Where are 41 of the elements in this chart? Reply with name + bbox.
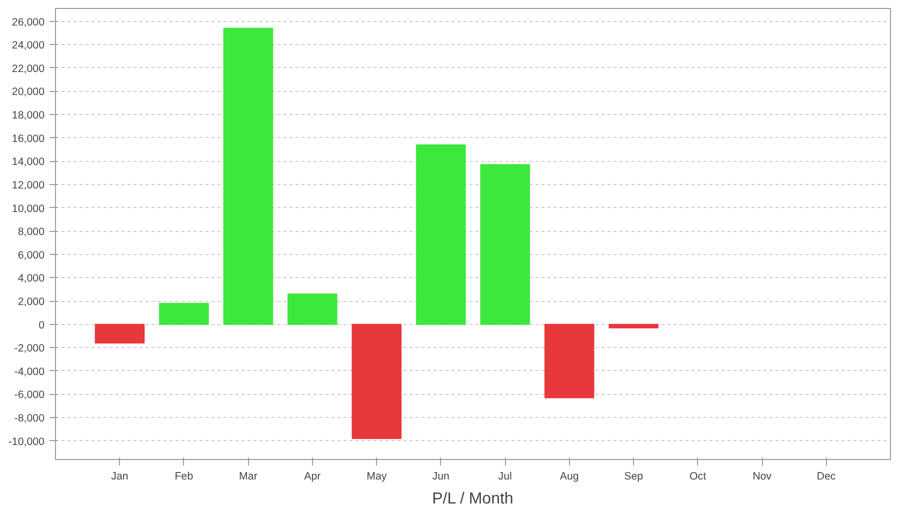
x-tick-label: Apr — [304, 470, 322, 482]
y-tick-label: -10,000 — [8, 436, 45, 448]
x-tick-label: Jan — [111, 470, 128, 482]
x-tick-label: Jun — [432, 470, 450, 482]
y-tick-label: 10,000 — [12, 202, 45, 215]
bar — [480, 164, 530, 325]
x-tick-label: Dec — [816, 470, 836, 482]
y-tick-label: 8,000 — [18, 226, 45, 238]
y-tick-label: 20,000 — [12, 86, 45, 98]
y-tick-label: 2,000 — [18, 296, 45, 308]
y-tick-label: 16,000 — [12, 132, 45, 145]
x-tick-label: Jul — [498, 470, 512, 482]
y-tick-label: 6,000 — [18, 249, 45, 262]
x-tick-label: Nov — [752, 470, 772, 482]
bar — [544, 324, 594, 398]
bar — [159, 302, 209, 325]
y-tick-label: 18,000 — [12, 110, 45, 122]
x-tick-label: Mar — [239, 470, 258, 482]
y-tick-label: 22,000 — [12, 62, 45, 75]
bar — [352, 324, 402, 440]
bar — [94, 324, 145, 344]
x-tick-label: Sep — [624, 470, 644, 482]
x-tick-label: Feb — [174, 470, 194, 482]
bar — [416, 144, 466, 325]
y-tick-label: -8,000 — [14, 412, 45, 425]
y-tick-label: -4,000 — [14, 366, 45, 378]
bar — [223, 28, 274, 325]
y-tick-label: -6,000 — [14, 389, 45, 402]
x-tick-label: Oct — [690, 470, 706, 482]
y-tick-label: 14,000 — [12, 156, 45, 168]
y-tick-label: 0 — [38, 319, 45, 332]
x-axis-title: P/L / Month — [432, 490, 514, 508]
x-tick-label: May — [366, 470, 388, 482]
y-tick-label: 26,000 — [12, 16, 45, 28]
x-tick-label: Aug — [560, 470, 579, 482]
y-tick-label: 24,000 — [12, 40, 45, 52]
bar — [288, 294, 338, 325]
y-tick-label: 12,000 — [12, 179, 45, 192]
y-tick-label: 4,000 — [18, 272, 45, 285]
bar — [608, 324, 658, 328]
y-tick-label: -2,000 — [14, 342, 45, 355]
